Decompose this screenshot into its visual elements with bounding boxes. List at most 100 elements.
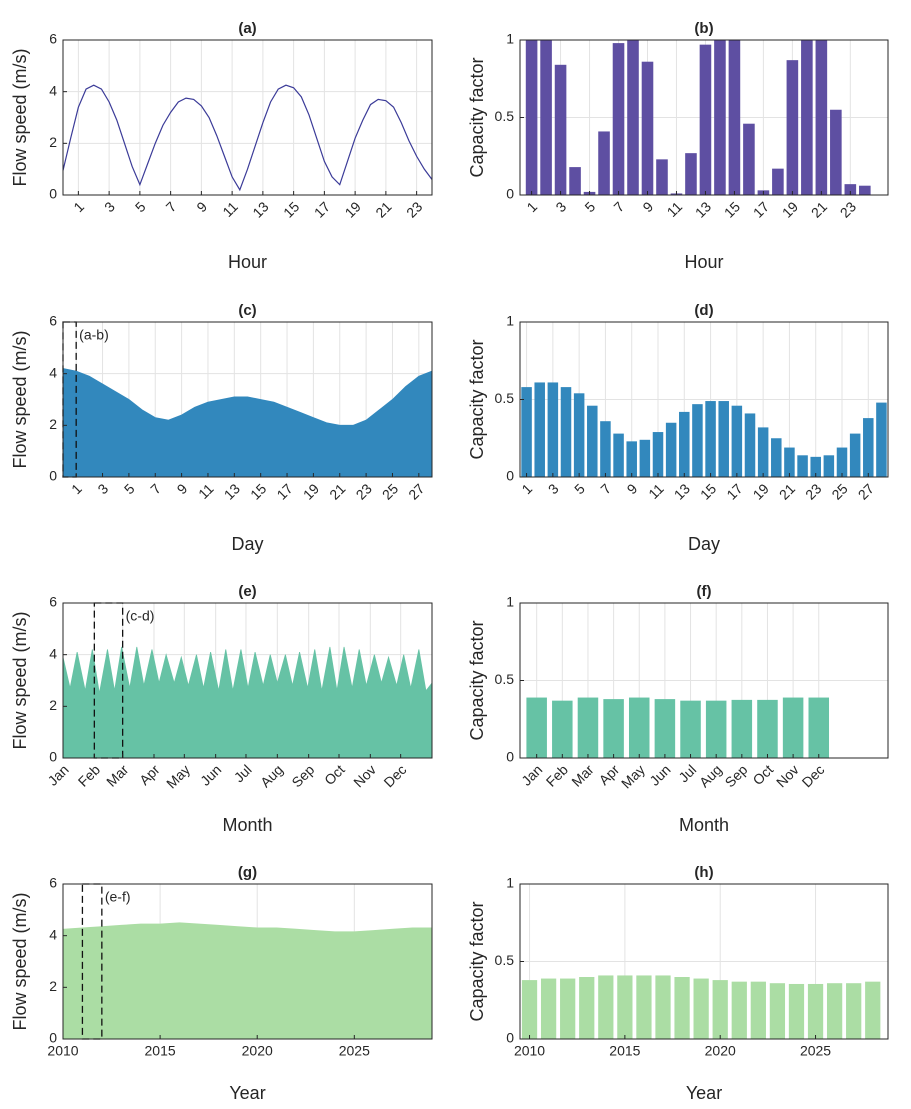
x-tick-label: 9 [639, 198, 656, 215]
bar [627, 40, 639, 195]
x-tick-label: 15 [697, 480, 719, 502]
y-axis-label: Flow speed (m/s) [10, 892, 30, 1030]
panel-title: (c) [238, 302, 256, 319]
bar [579, 977, 595, 1039]
x-axis-label: Day [688, 534, 720, 554]
x-tick-label: 25 [379, 480, 401, 502]
x-tick-label: 5 [121, 480, 138, 497]
bar [844, 184, 857, 195]
bar [757, 699, 778, 758]
bar [674, 977, 690, 1039]
x-tick-label: 21 [372, 198, 394, 220]
bar [788, 983, 805, 1039]
x-tick-label: 19 [300, 480, 322, 502]
bar [525, 40, 538, 195]
x-tick-label: Apr [596, 761, 623, 788]
bar [865, 981, 881, 1039]
x-tick-label: Nov [773, 761, 802, 790]
x-tick-label: Apr [136, 761, 163, 788]
x-tick-label: Nov [350, 761, 379, 790]
x-axis-label: Hour [684, 252, 723, 272]
x-tick-label: Feb [543, 761, 572, 790]
x-tick-label: 5 [132, 198, 149, 215]
bar [815, 40, 828, 195]
axes-frame [62, 883, 433, 1040]
x-tick-label: 19 [342, 198, 364, 220]
x-tick-label: 15 [721, 198, 743, 220]
x-tick-label: 5 [571, 480, 588, 497]
x-tick-label: Dec [799, 761, 828, 790]
bar [769, 983, 786, 1039]
x-tick-label: 2025 [339, 1043, 370, 1059]
x-tick-label: Feb [75, 761, 104, 790]
bar [731, 981, 747, 1039]
y-tick-label: 6 [49, 875, 57, 891]
x-tick-label: 2025 [800, 1043, 831, 1059]
bar [801, 40, 813, 195]
x-tick-label: 17 [311, 198, 333, 220]
x-axis-label: Hour [228, 252, 267, 272]
bar [731, 405, 743, 477]
x-tick-label: 13 [692, 198, 714, 220]
y-tick-label: 0.5 [495, 390, 515, 406]
y-tick-label: 2 [49, 697, 57, 713]
bar [636, 975, 652, 1039]
bar [598, 131, 610, 195]
bar [750, 981, 766, 1039]
x-tick-label: 9 [624, 480, 641, 497]
y-axis-label: Flow speed (m/s) [10, 611, 30, 749]
x-tick-label: Jun [197, 761, 224, 788]
x-tick-label: Jul [231, 761, 255, 785]
x-tick-label: Aug [257, 761, 286, 790]
bar [797, 455, 808, 477]
bar [554, 64, 567, 195]
bar [830, 109, 842, 195]
x-tick-label: 11 [664, 198, 686, 220]
x-tick-label: 13 [221, 480, 243, 502]
x-tick-label: 1 [524, 198, 541, 215]
x-tick-label: 2020 [242, 1043, 273, 1059]
bar [613, 433, 624, 477]
y-axis-label: Capacity factor [467, 620, 487, 740]
bar [547, 382, 559, 477]
bar [603, 699, 624, 758]
bar [560, 978, 576, 1039]
x-tick-label: 2015 [145, 1043, 176, 1059]
annotation-text: (a-b) [79, 327, 109, 343]
bar [693, 978, 709, 1039]
bar [757, 427, 769, 477]
axes-frame [62, 321, 433, 478]
bar [743, 123, 755, 195]
x-tick-label: 2015 [609, 1043, 640, 1059]
bar [808, 697, 830, 758]
bar [587, 405, 598, 477]
axes-frame [62, 602, 433, 759]
x-tick-label: Sep [722, 761, 751, 790]
x-tick-label: 2010 [47, 1043, 78, 1059]
x-tick-label: Oct [321, 761, 348, 788]
panel-title: (h) [694, 864, 713, 881]
x-axis-label: Year [229, 1083, 265, 1103]
x-tick-label: 1 [70, 198, 87, 215]
y-tick-label: 4 [49, 645, 57, 661]
x-tick-label: 7 [597, 480, 614, 497]
bar [849, 433, 861, 477]
bar [718, 401, 729, 477]
x-tick-label: 1 [68, 480, 85, 497]
x-tick-label: Dec [380, 761, 409, 790]
x-axis-label: Month [679, 815, 729, 835]
bar [552, 700, 573, 758]
y-tick-label: 0 [49, 186, 57, 202]
bar [534, 382, 545, 477]
y-tick-label: 0 [506, 1030, 514, 1046]
y-axis-label: Flow speed (m/s) [10, 48, 30, 186]
bar [617, 975, 633, 1039]
y-tick-label: 1 [506, 313, 514, 329]
y-tick-label: 4 [49, 926, 57, 942]
x-tick-label: 23 [837, 198, 859, 220]
bar [540, 40, 552, 195]
x-tick-label: 17 [723, 480, 745, 502]
x-tick-label: 27 [405, 480, 427, 502]
x-tick-label: Mar [568, 761, 597, 790]
bar [521, 980, 538, 1039]
